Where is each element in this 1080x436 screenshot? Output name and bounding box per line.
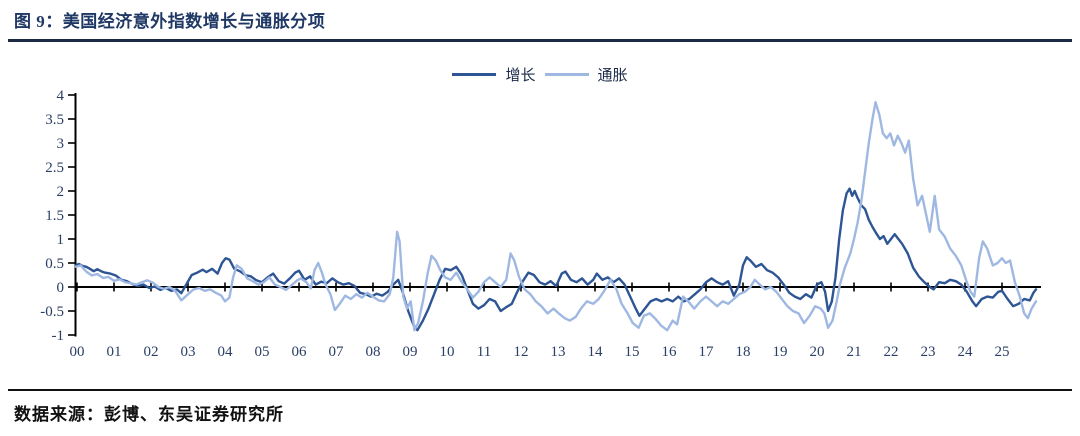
x-tick-label: 12 bbox=[514, 344, 529, 360]
y-tick-label: -0.5 bbox=[40, 304, 64, 320]
x-tick-label: 15 bbox=[625, 344, 640, 360]
x-tick-label: 19 bbox=[773, 344, 788, 360]
y-tick-label: -1 bbox=[52, 328, 65, 344]
footer-rule bbox=[8, 389, 1072, 391]
y-tick-label: 3.5 bbox=[45, 112, 64, 128]
chart-legend: 增长 通胀 bbox=[0, 64, 1080, 85]
x-tick-label: 01 bbox=[107, 344, 122, 360]
inflation-legend-label: 通胀 bbox=[597, 68, 628, 84]
x-tick-label: 07 bbox=[329, 344, 345, 360]
growth-line bbox=[74, 187, 1038, 332]
x-tick-label: 24 bbox=[958, 344, 974, 360]
x-tick-label: 23 bbox=[921, 344, 936, 360]
y-tick-label: 2 bbox=[57, 184, 65, 200]
growth-legend-label: 增长 bbox=[505, 68, 536, 84]
x-tick-label: 10 bbox=[440, 344, 455, 360]
x-tick-label: 17 bbox=[699, 344, 715, 360]
y-tick-label: 0.5 bbox=[45, 256, 64, 272]
x-tick-label: 21 bbox=[847, 344, 862, 360]
x-tick-label: 02 bbox=[144, 344, 159, 360]
y-tick-label: 3 bbox=[57, 136, 65, 152]
x-tick-label: 20 bbox=[810, 344, 825, 360]
y-tick-label: 1 bbox=[57, 232, 65, 248]
y-tick-label: 4 bbox=[57, 88, 65, 104]
growth-legend-swatch bbox=[452, 73, 497, 76]
header-rule bbox=[8, 39, 1072, 42]
x-tick-label: 22 bbox=[884, 344, 899, 360]
data-source: 数据来源：彭博、东吴证券研究所 bbox=[14, 405, 284, 424]
inflation-legend-swatch bbox=[544, 73, 589, 76]
y-tick-label: 0 bbox=[57, 280, 65, 296]
x-tick-label: 08 bbox=[366, 344, 381, 360]
chart-canvas: 4 3.5 3 2.5 2 1.5 1 0.5 0 -0.5 -1 00 01 02 03 04 05 06 07 0… bbox=[40, 88, 1041, 360]
x-tick-label: 11 bbox=[477, 344, 491, 360]
x-tick-label: 18 bbox=[736, 344, 751, 360]
x-tick-label: 25 bbox=[995, 344, 1010, 360]
y-tick-label: 1.5 bbox=[45, 208, 64, 224]
inflation-line bbox=[74, 100, 1038, 332]
x-tick-label: 06 bbox=[292, 344, 308, 360]
x-tick-label: 05 bbox=[255, 344, 270, 360]
x-tick-label: 00 bbox=[70, 344, 85, 360]
x-tick-label: 13 bbox=[551, 344, 566, 360]
y-tick-label: 2.5 bbox=[45, 160, 64, 176]
x-tick-label: 04 bbox=[218, 344, 234, 360]
x-tick-label: 09 bbox=[403, 344, 418, 360]
x-tick-label: 14 bbox=[588, 344, 604, 360]
x-tick-label: 03 bbox=[181, 344, 196, 360]
x-tick-label: 16 bbox=[662, 344, 678, 360]
figure-title: 图 9：美国经济意外指数增长与通胀分项 bbox=[14, 12, 326, 31]
